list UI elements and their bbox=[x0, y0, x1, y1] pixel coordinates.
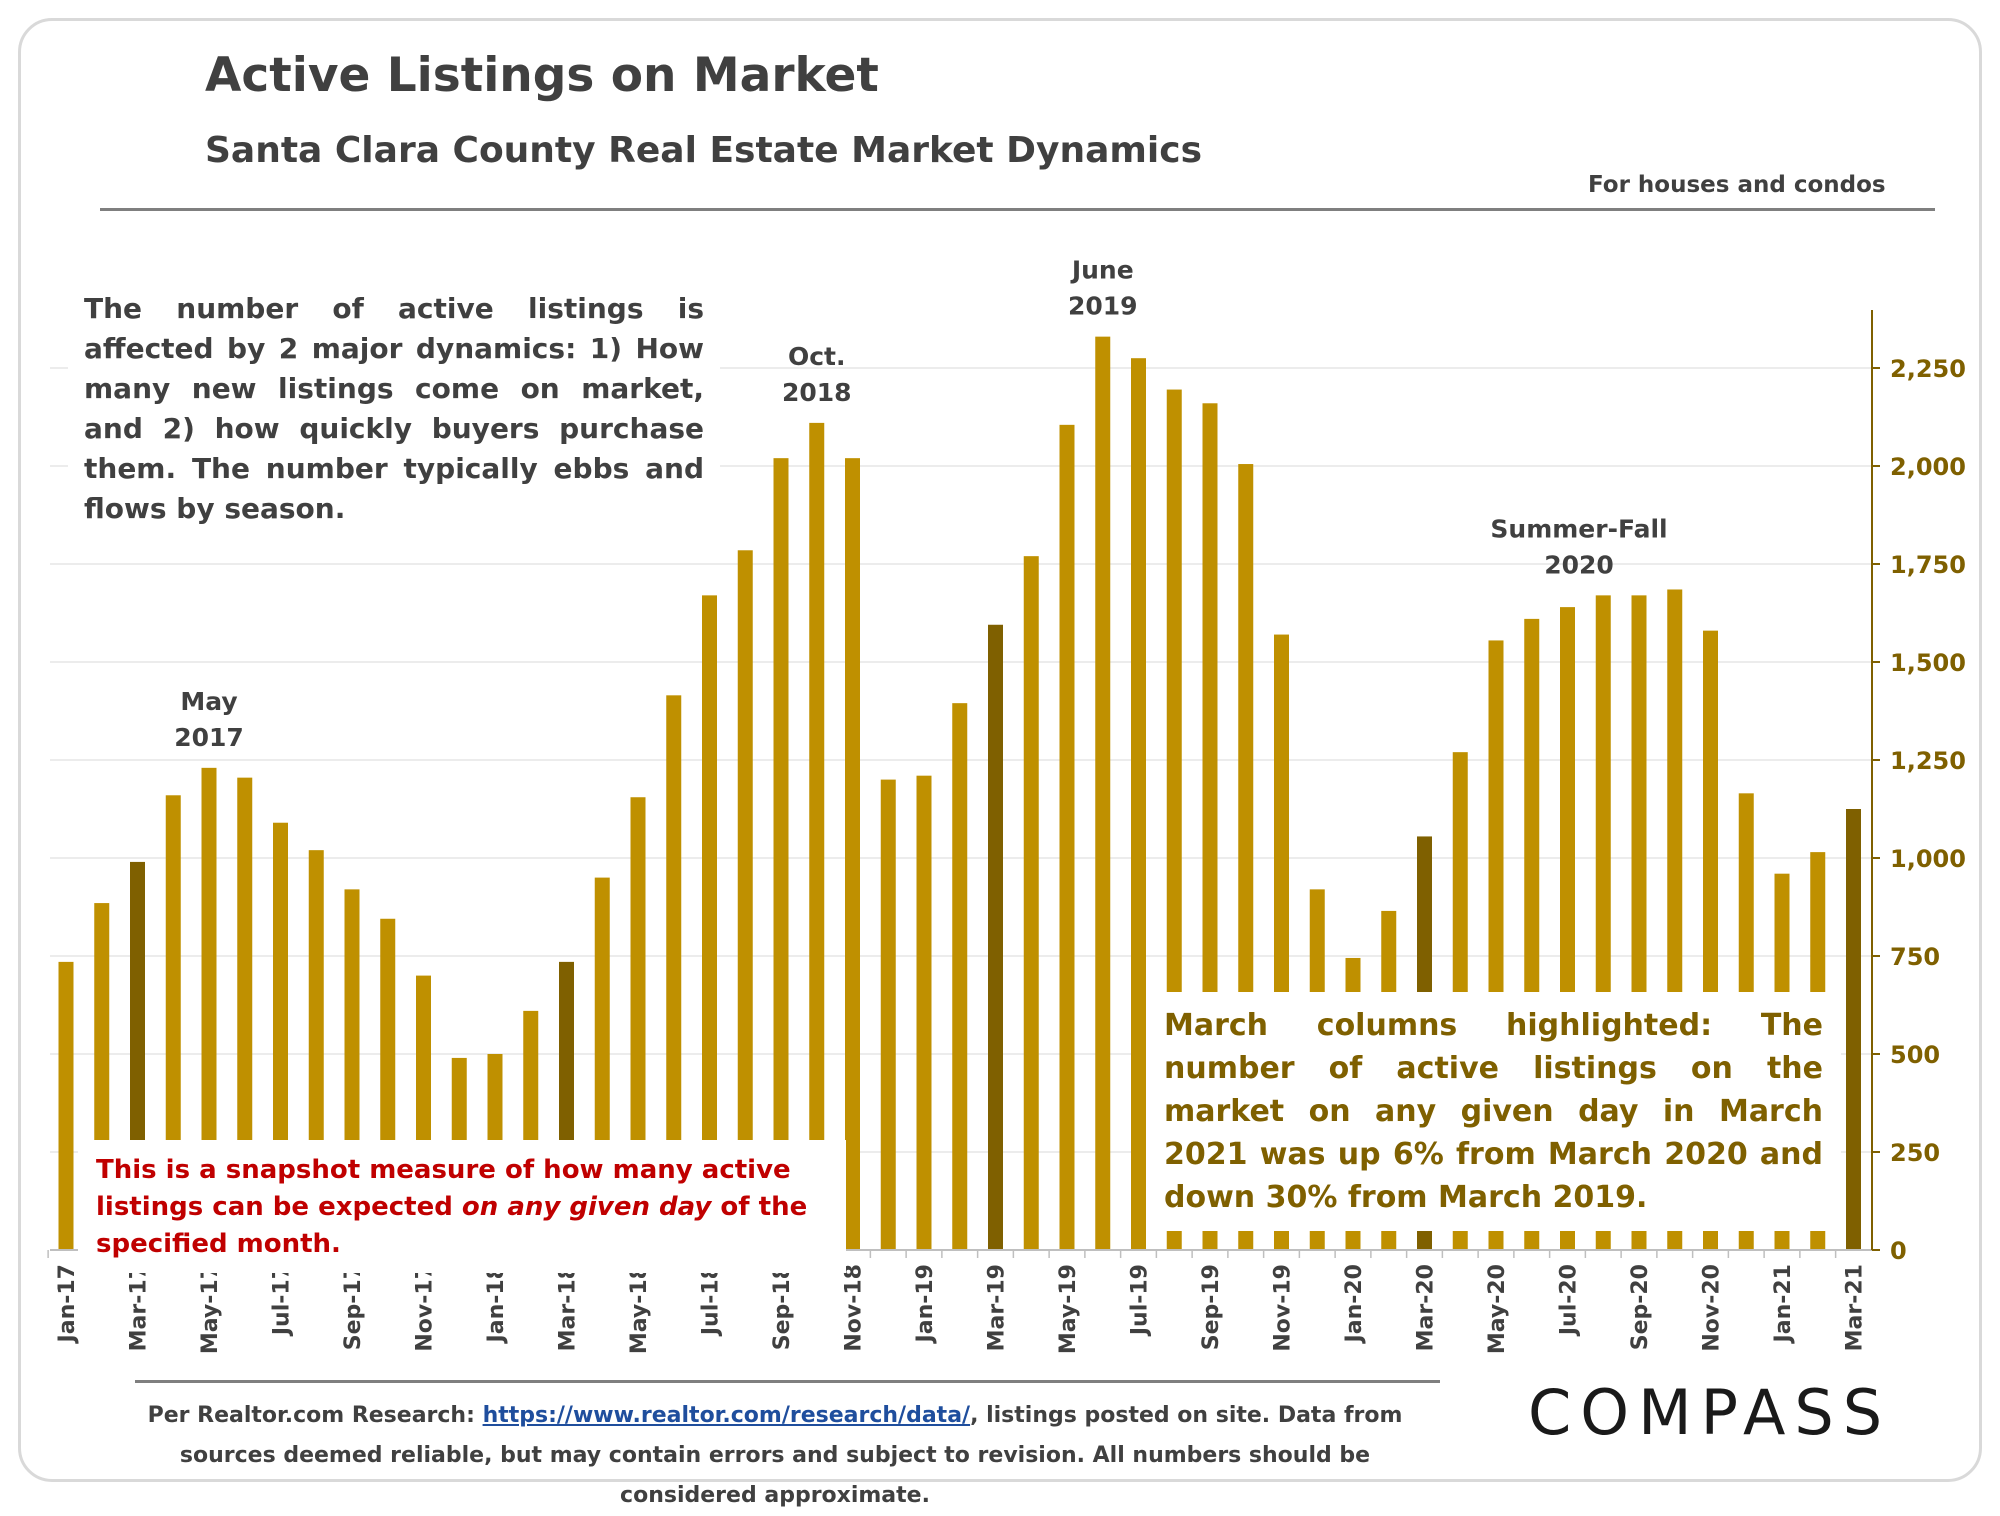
y-tick-label-1000: 1,000 bbox=[1890, 845, 1966, 873]
x-tick-label-nov-20: Nov-20 bbox=[1700, 1264, 1725, 1352]
y-tick-label-1250: 1,250 bbox=[1890, 747, 1966, 775]
bar-jun-18 bbox=[666, 695, 682, 1250]
bar-oct-18 bbox=[809, 422, 825, 1250]
bar-nov-18 bbox=[845, 458, 860, 1250]
y-tick-label-2000: 2,000 bbox=[1890, 453, 1966, 481]
compass-logo: COMPASS bbox=[1528, 1376, 1892, 1449]
x-tick-label-sep-19: Sep-19 bbox=[1199, 1264, 1224, 1350]
bar-jun-17 bbox=[237, 777, 253, 1250]
bar-jul-18 bbox=[702, 595, 717, 1250]
x-tick-label-may-19: May-19 bbox=[1056, 1264, 1081, 1354]
x-tick-label-sep-17: Sep-17 bbox=[341, 1264, 366, 1350]
snapshot-note-suffix: of the specified month. bbox=[96, 1192, 808, 1259]
annotation-oct-18-line-1: Oct. bbox=[788, 342, 846, 371]
snapshot-note-prefix: This is a snapshot measure of how many a… bbox=[96, 1155, 791, 1222]
bar-jan-17 bbox=[58, 961, 74, 1250]
bar-aug-18 bbox=[737, 550, 753, 1250]
bar-mar-21 bbox=[1846, 809, 1861, 1250]
x-tick-label-mar-21: Mar-21 bbox=[1843, 1264, 1868, 1351]
annotation-sep-20-line-2: 2020 bbox=[1544, 550, 1614, 579]
y-tick-label-0: 0 bbox=[1890, 1237, 1907, 1265]
source-suffix: , listings posted on site. Data from sou… bbox=[179, 1403, 1403, 1508]
x-tick-label-sep-20: Sep-20 bbox=[1628, 1264, 1653, 1350]
x-tick-label-nov-19: Nov-19 bbox=[1271, 1264, 1296, 1352]
x-tick-label-jan-19: Jan-19 bbox=[913, 1264, 938, 1344]
annotation-sep-20-line-1: Summer-Fall bbox=[1490, 514, 1667, 543]
annotation-may-17-line-2: 2017 bbox=[174, 723, 244, 752]
y-axis-ticks: 0 250 500 750 1,000 1,250 1,500 1,750 2,000 2,250 bbox=[1872, 355, 1966, 1265]
y-tick-label-2250: 2,250 bbox=[1890, 355, 1966, 383]
x-tick-label-jan-21: Jan-21 bbox=[1771, 1264, 1796, 1344]
x-tick-label-mar-19: Mar-19 bbox=[985, 1264, 1010, 1351]
x-tick-label-jul-18: Jul-18 bbox=[699, 1264, 724, 1337]
chart-subtitle: Santa Clara County Real Estate Market Dy… bbox=[205, 130, 1203, 171]
annotation-jun-19-line-1: June bbox=[1070, 256, 1134, 285]
y-tick-label-1500: 1,500 bbox=[1890, 649, 1966, 677]
y-tick-label-750: 750 bbox=[1890, 943, 1940, 971]
x-tick-label-mar-17: Mar-17 bbox=[127, 1264, 152, 1351]
bar-may-17 bbox=[201, 767, 217, 1250]
x-tick-label-may-17: May-17 bbox=[198, 1264, 223, 1354]
bar-jan-19 bbox=[916, 775, 932, 1250]
snapshot-note: This is a snapshot measure of how many a… bbox=[78, 1140, 846, 1273]
source-prefix: Per Realtor.com Research: bbox=[147, 1403, 483, 1428]
x-tick-label-jul-17: Jul-17 bbox=[270, 1264, 295, 1337]
chart-title: Active Listings on Market bbox=[205, 48, 879, 103]
scope-note: For houses and condos bbox=[1588, 172, 1886, 198]
annotation-oct-18-line-2: 2018 bbox=[782, 378, 852, 407]
intro-note: The number of active listings is affecte… bbox=[68, 285, 720, 533]
x-tick-label-jan-20: Jan-20 bbox=[1342, 1264, 1367, 1344]
x-tick-label-jan-18: Jan-18 bbox=[484, 1264, 509, 1344]
bar-jul-19 bbox=[1131, 358, 1146, 1250]
x-tick-label-mar-18: Mar-18 bbox=[556, 1264, 581, 1351]
annotation-jun-19-line-2: 2019 bbox=[1068, 292, 1138, 321]
bar-jun-19 bbox=[1095, 336, 1111, 1250]
bottom-divider bbox=[135, 1380, 1440, 1383]
peak-annotations: May 2017 Oct. 2018 June 2019 Summer-Fall 2020 bbox=[174, 256, 1667, 752]
bar-apr-17 bbox=[165, 795, 181, 1250]
annotation-may-17-line-1: May bbox=[180, 687, 237, 716]
bar-dec-18 bbox=[880, 779, 896, 1250]
march-highlight-note: March columns highlighted: The number of… bbox=[1146, 992, 1841, 1231]
x-tick-label-jul-19: Jul-19 bbox=[1128, 1264, 1153, 1337]
top-divider bbox=[100, 208, 1935, 211]
bar-feb-19 bbox=[952, 703, 968, 1250]
x-tick-label-may-20: May-20 bbox=[1485, 1264, 1510, 1354]
x-tick-label-may-18: May-18 bbox=[627, 1264, 652, 1354]
x-tick-label-nov-18: Nov-18 bbox=[842, 1264, 867, 1352]
bar-mar-19 bbox=[988, 624, 1003, 1250]
x-tick-label-nov-17: Nov-17 bbox=[413, 1264, 438, 1352]
y-tick-label-250: 250 bbox=[1890, 1139, 1940, 1167]
x-tick-label-jul-20: Jul-20 bbox=[1557, 1264, 1582, 1337]
source-link[interactable]: https://www.realtor.com/research/data/ bbox=[482, 1403, 971, 1428]
x-tick-label-jan-17: Jan-17 bbox=[55, 1264, 80, 1344]
bar-may-18 bbox=[630, 797, 646, 1250]
y-tick-label-500: 500 bbox=[1890, 1041, 1940, 1069]
y-tick-label-1750: 1,750 bbox=[1890, 551, 1966, 579]
x-tick-label-mar-20: Mar-20 bbox=[1414, 1264, 1439, 1351]
bar-apr-19 bbox=[1023, 556, 1039, 1250]
bar-may-19 bbox=[1059, 424, 1075, 1251]
source-note: Per Realtor.com Research: https://www.re… bbox=[110, 1396, 1440, 1516]
snapshot-note-emphasis: on any given day bbox=[461, 1192, 712, 1222]
bar-sep-18 bbox=[773, 458, 789, 1250]
x-tick-label-sep-18: Sep-18 bbox=[770, 1264, 795, 1350]
